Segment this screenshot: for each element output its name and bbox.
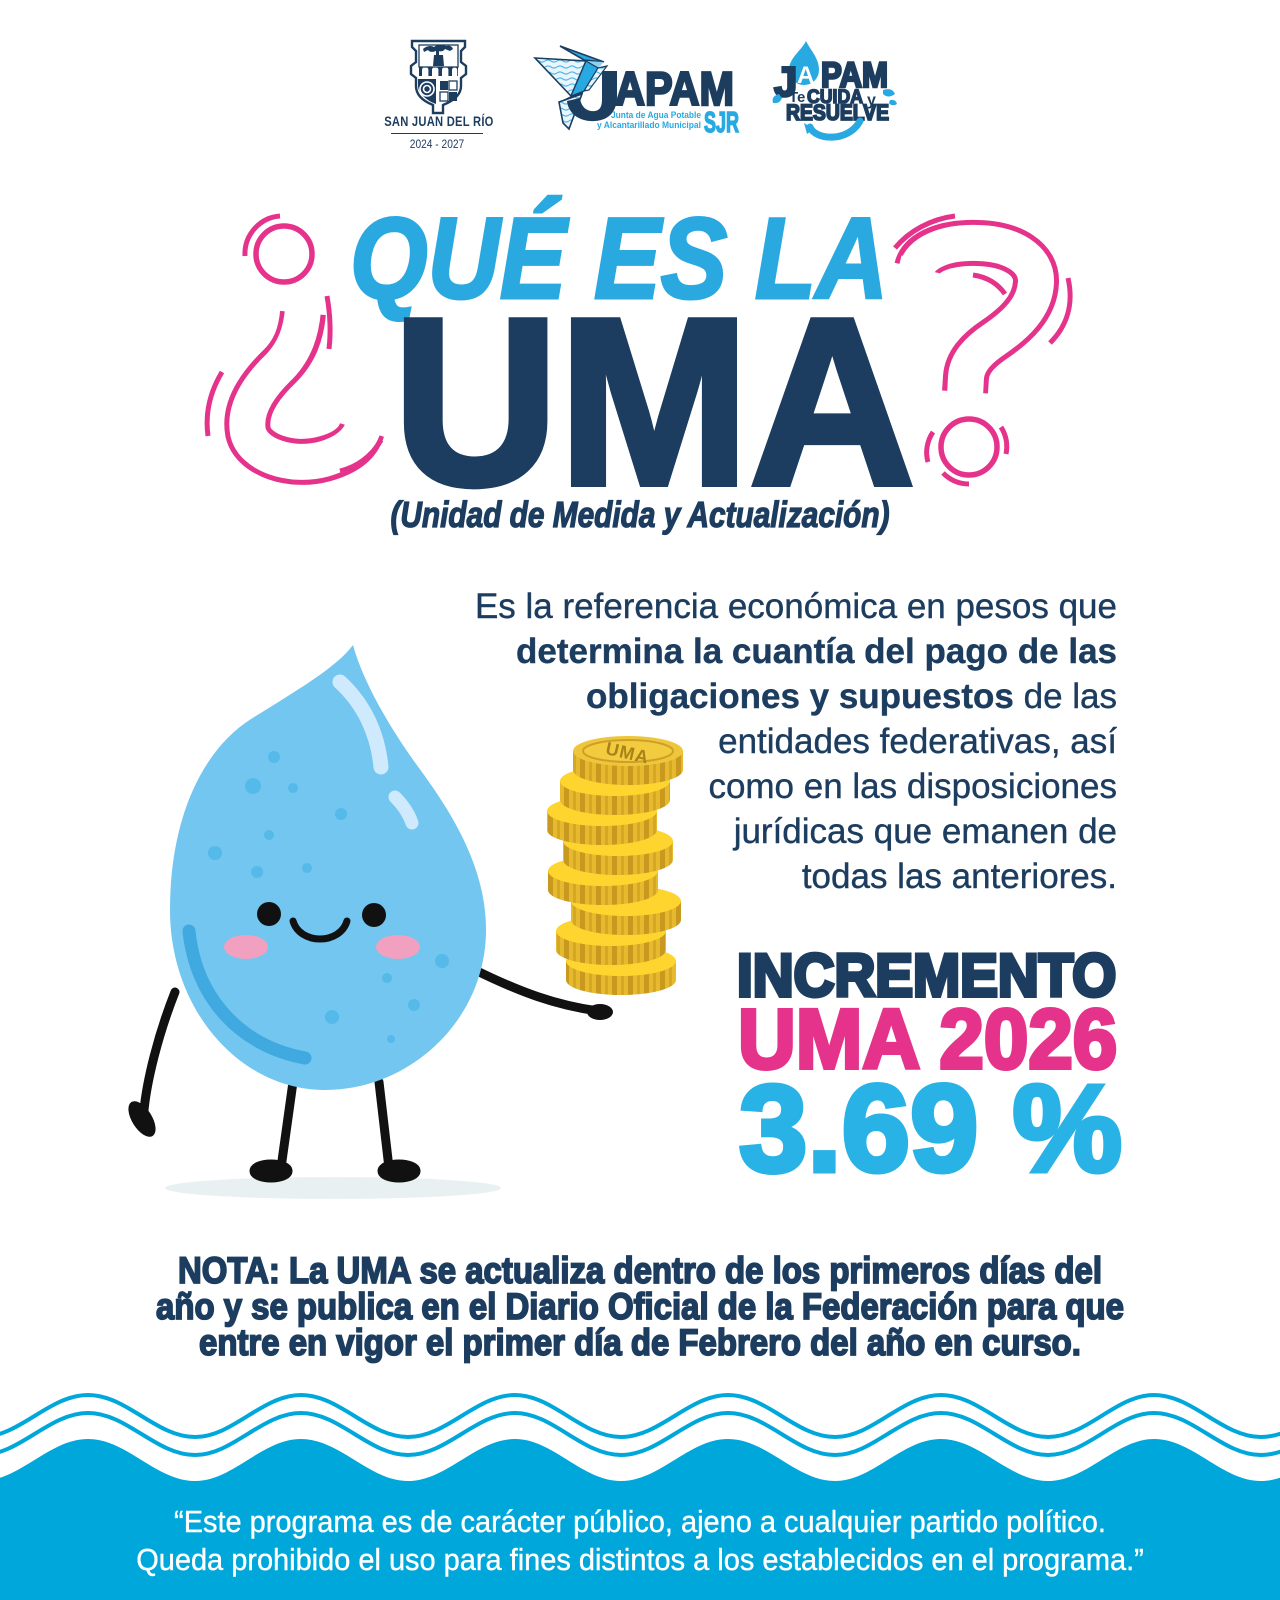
svg-text:PAM: PAM [821, 56, 888, 95]
svg-text:APAM: APAM [615, 62, 734, 115]
svg-text:Te: Te [789, 89, 805, 106]
svg-text:Junta de Agua Potable: Junta de Agua Potable [611, 110, 701, 120]
svg-text:CUIDA: CUIDA [807, 87, 863, 108]
svg-text:A: A [797, 62, 814, 89]
svg-text:RESUELVE: RESUELVE [786, 100, 889, 125]
svg-text:y Alcantarillado Municipal: y Alcantarillado Municipal [597, 120, 701, 130]
svg-text:SJR: SJR [704, 107, 739, 139]
svg-text:y: y [867, 92, 876, 109]
